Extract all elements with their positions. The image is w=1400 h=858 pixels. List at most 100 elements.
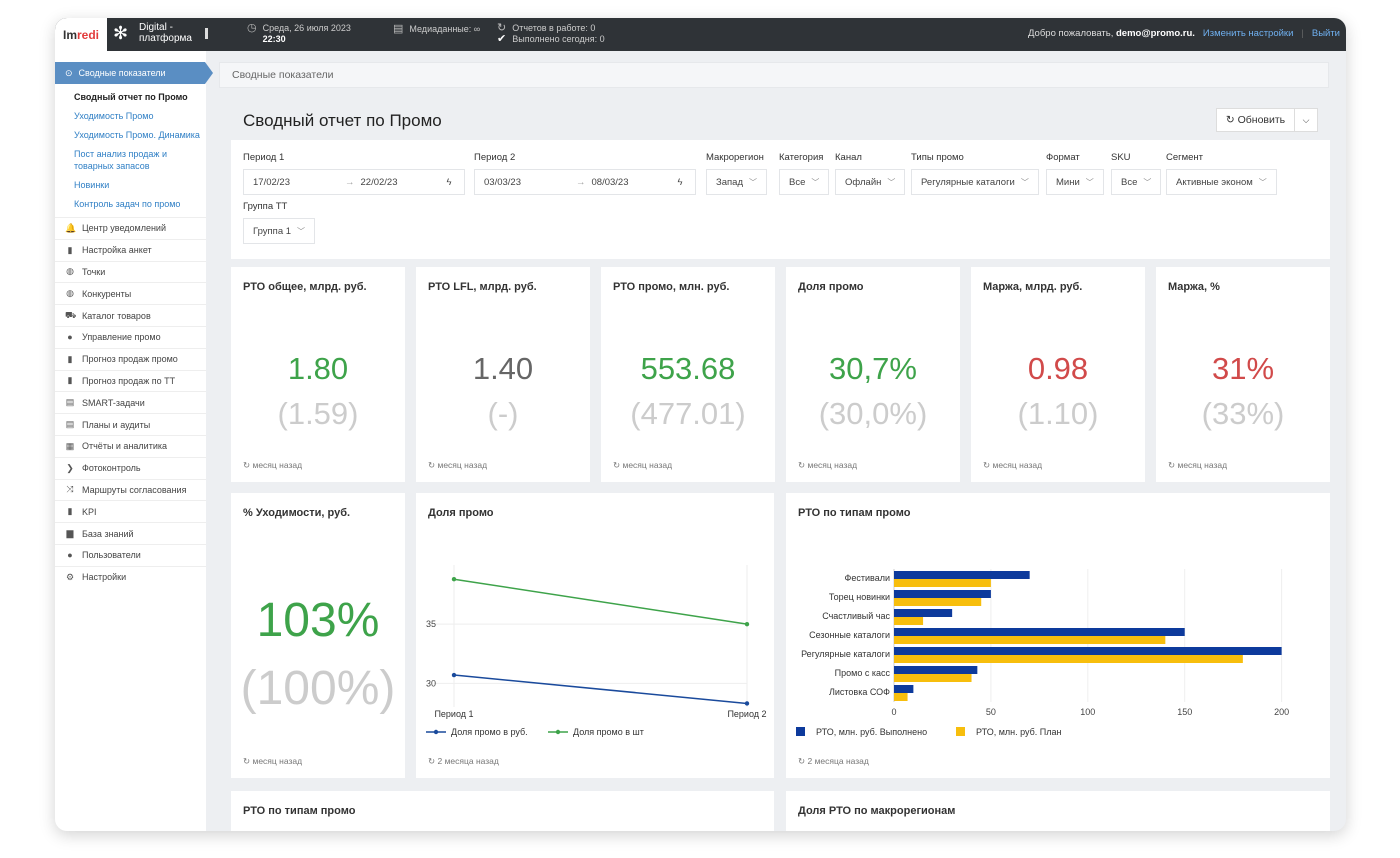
kpi-value: 30,7%: [829, 351, 917, 386]
sidebar-item-label: Центр уведомлений: [82, 223, 166, 234]
segment-filter: Сегмент Активные эконом ﹀: [1166, 152, 1277, 195]
breadcrumb: Сводные показатели: [219, 62, 1329, 88]
promo-type-select[interactable]: Регулярные каталоги ﹀: [911, 169, 1039, 195]
kpi-title: Маржа, млрд. руб.: [983, 281, 1083, 293]
updated-label: ↻ месяц назад: [1168, 460, 1228, 470]
sidebar-item[interactable]: ⚙ Настройки: [55, 565, 206, 588]
category-filter: Категория Все ﹀: [779, 152, 830, 195]
bar-chart-icon: ▮: [67, 353, 73, 364]
sidebar-nav: 🔔 Центр уведомлений ▮ Настройка анкет ◍ Точки…: [55, 217, 206, 588]
card-title: РТО по типам промо: [243, 805, 356, 817]
bar: [894, 666, 978, 674]
legend-label: Доля промо в руб.: [451, 727, 528, 737]
filters-panel: Период 1 17/02/23 → 22/02/23 ϟ Период 2 03/…: [231, 140, 1330, 259]
bar: [894, 674, 972, 682]
sidebar-item[interactable]: ◍ Конкуренты: [55, 282, 206, 304]
updated-label: ↻ месяц назад: [613, 460, 673, 470]
imredi-logo[interactable]: Im redi: [55, 18, 107, 51]
settings-link[interactable]: Изменить настройки: [1202, 28, 1294, 39]
sidebar-item[interactable]: 🔔 Центр уведомлений: [55, 217, 206, 239]
period2-filter: Период 2 03/03/23 → 08/03/23 ϟ: [474, 152, 696, 195]
submenu-promo-churn-dynamics[interactable]: Уходимость Промо. Динамика: [74, 130, 200, 140]
kpi-value: 1.40: [472, 351, 534, 386]
sidebar-item[interactable]: ⤨ Маршруты согласования: [55, 478, 206, 501]
tt-group-filter: Группа ТТ Группа 1 ﹀: [243, 201, 316, 244]
churn-value: 103%: [256, 594, 380, 647]
refresh-button[interactable]: ↻ Обновить: [1217, 109, 1295, 131]
submenu-task-control[interactable]: Контроль задач по промо: [74, 199, 181, 209]
series-line: [453, 674, 748, 705]
sidebar-item-label: SMART-задачи: [82, 397, 145, 408]
sidebar-item[interactable]: ▮ KPI: [55, 500, 206, 522]
kpi-prev-value: (33%): [1201, 396, 1285, 431]
segment-select[interactable]: Активные эконом ﹀: [1166, 169, 1277, 195]
submenu-post-analysis[interactable]: Пост анализ продаж и товарных запасов: [74, 149, 167, 171]
legend-marker: [555, 729, 561, 735]
sidebar-item[interactable]: ▮ Настройка анкет: [55, 238, 206, 261]
submenu-new-products[interactable]: Новинки: [74, 180, 110, 190]
cart-icon: ⛟: [65, 309, 77, 320]
file-icon: ▮: [67, 244, 73, 255]
top-bar: Im redi ✻ Digital - платформа ◷ Среда, 26 и…: [55, 18, 1346, 51]
sidebar-item-summary[interactable]: ⊙ Сводные показатели: [55, 62, 213, 84]
sidebar-item-label: Управление промо: [82, 332, 161, 343]
period2-range[interactable]: 03/03/23 → 08/03/23 ϟ: [474, 169, 696, 195]
refresh-dropdown[interactable]: ⌵: [1295, 115, 1317, 126]
data-point: [451, 672, 457, 678]
format-filter: Формат Мини ﹀: [1046, 152, 1104, 195]
sidebar-item[interactable]: ▤ Планы и аудиты: [55, 413, 206, 435]
kpi-title: РТО общее, млрд. руб.: [243, 281, 367, 293]
submenu-promo-summary[interactable]: Сводный отчет по Промо: [74, 92, 188, 102]
sidebar-item[interactable]: ● Управление промо: [55, 325, 206, 348]
sidebar-item[interactable]: ❯ Фотоконтроль: [55, 456, 206, 479]
legend-label: РТО, млн. руб. План: [976, 727, 1061, 737]
submenu-promo-churn[interactable]: Уходимость Промо: [74, 111, 154, 121]
kpi-value: 553.68: [640, 351, 736, 386]
bell-icon: 🔔: [65, 222, 77, 233]
macroregion-filter: Макрорегион Запад ﹀: [706, 152, 767, 195]
sidebar-item[interactable]: ▮ Прогноз продаж промо: [55, 347, 206, 370]
period1-filter: Период 1 17/02/23 → 22/02/23 ϟ: [243, 152, 465, 195]
sidebar-item[interactable]: ▤ SMART-задачи: [55, 391, 206, 413]
page-title: Сводный отчет по Промо: [243, 111, 442, 130]
kpi-prev-value: (-): [487, 396, 519, 431]
list-icon: ▤: [65, 397, 75, 408]
x-tick-label: 50: [986, 707, 996, 717]
channel-filter: Канал Офлайн ﹀: [835, 152, 906, 195]
check-icon: ✔: [497, 33, 507, 45]
sidebar-item[interactable]: ▮ Прогноз продаж по ТТ: [55, 369, 206, 392]
sidebar-item[interactable]: ▆ База знаний: [55, 522, 206, 544]
storage-icon: ▤: [393, 23, 404, 35]
shuffle-icon: ⤨: [66, 484, 74, 495]
rto-promo-types-card: РТО по типам промо 0 50 100 150 200 Фестивали…: [786, 493, 1330, 778]
sidebar-item[interactable]: ▦ Отчёты и аналитика: [55, 434, 206, 457]
sidebar-item-label: Прогноз продаж промо: [82, 354, 178, 365]
refresh-icon: ↻: [1225, 114, 1235, 126]
menu-toggle[interactable]: [205, 28, 208, 39]
sidebar-item[interactable]: ⛟ Каталог товаров: [55, 304, 206, 326]
y-tick-label: Сезонные каталоги: [809, 630, 890, 640]
macroregion-select[interactable]: Запад ﹀: [706, 169, 767, 195]
sku-select[interactable]: Все ﹀: [1111, 169, 1162, 195]
category-select[interactable]: Все ﹀: [779, 169, 830, 195]
gear-icon: ⚙: [65, 571, 75, 582]
user-icon: ●: [67, 550, 73, 561]
channel-select[interactable]: Офлайн ﹀: [835, 169, 906, 195]
lightning-icon[interactable]: ϟ: [677, 176, 683, 188]
sidebar-item-label: Отчёты и аналитика: [82, 441, 167, 452]
logout-link[interactable]: Выйти: [1311, 28, 1340, 39]
y-tick-label: Фестивали: [845, 573, 890, 583]
card-title: РТО по типам промо: [798, 507, 911, 519]
kpi-title: Доля промо: [798, 281, 864, 293]
chevron-down-icon: ⌵: [1302, 114, 1310, 125]
legend-label: Доля промо в шт: [573, 727, 644, 737]
period1-range[interactable]: 17/02/23 → 22/02/23 ϟ: [243, 169, 465, 195]
format-select[interactable]: Мини ﹀: [1046, 169, 1104, 195]
lightning-icon[interactable]: ϟ: [446, 176, 452, 188]
sidebar-item[interactable]: ● Пользователи: [55, 543, 206, 566]
sidebar-item[interactable]: ◍ Точки: [55, 260, 206, 283]
kpi-card: Доля промо 30,7% (30,0%) ↻ месяц назад: [786, 267, 960, 482]
legend-marker: [796, 727, 805, 736]
tt-group-select[interactable]: Группа 1 ﹀: [243, 218, 316, 244]
chevron-down-icon: ﹀: [1085, 177, 1094, 187]
